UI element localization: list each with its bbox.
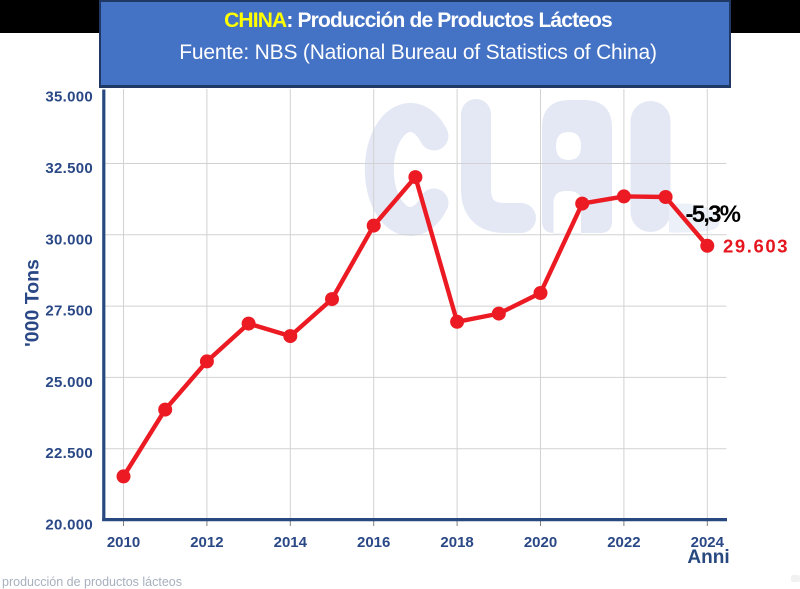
svg-text:2022: 2022 — [607, 534, 640, 551]
svg-text:35.000: 35.000 — [45, 89, 93, 106]
svg-text:2024: 2024 — [691, 534, 725, 551]
svg-text:2010: 2010 — [107, 534, 140, 551]
svg-text:30.000: 30.000 — [45, 231, 93, 248]
svg-text:2018: 2018 — [440, 534, 473, 551]
svg-text:2016: 2016 — [357, 534, 390, 551]
svg-text:29.603: 29.603 — [723, 236, 789, 257]
svg-text:'000 Tons: '000 Tons — [22, 259, 44, 347]
svg-text:Anni: Anni — [687, 547, 729, 568]
svg-text:2020: 2020 — [524, 534, 557, 551]
svg-text:22.500: 22.500 — [45, 445, 93, 462]
svg-text:2012: 2012 — [190, 534, 223, 551]
svg-text:32.500: 32.500 — [45, 160, 93, 177]
svg-text:20.000: 20.000 — [45, 517, 93, 534]
svg-text:-5,3%: -5,3% — [686, 201, 741, 228]
svg-text:27.500: 27.500 — [45, 303, 93, 320]
svg-text:2014: 2014 — [274, 534, 308, 551]
svg-text:25.000: 25.000 — [45, 374, 93, 391]
